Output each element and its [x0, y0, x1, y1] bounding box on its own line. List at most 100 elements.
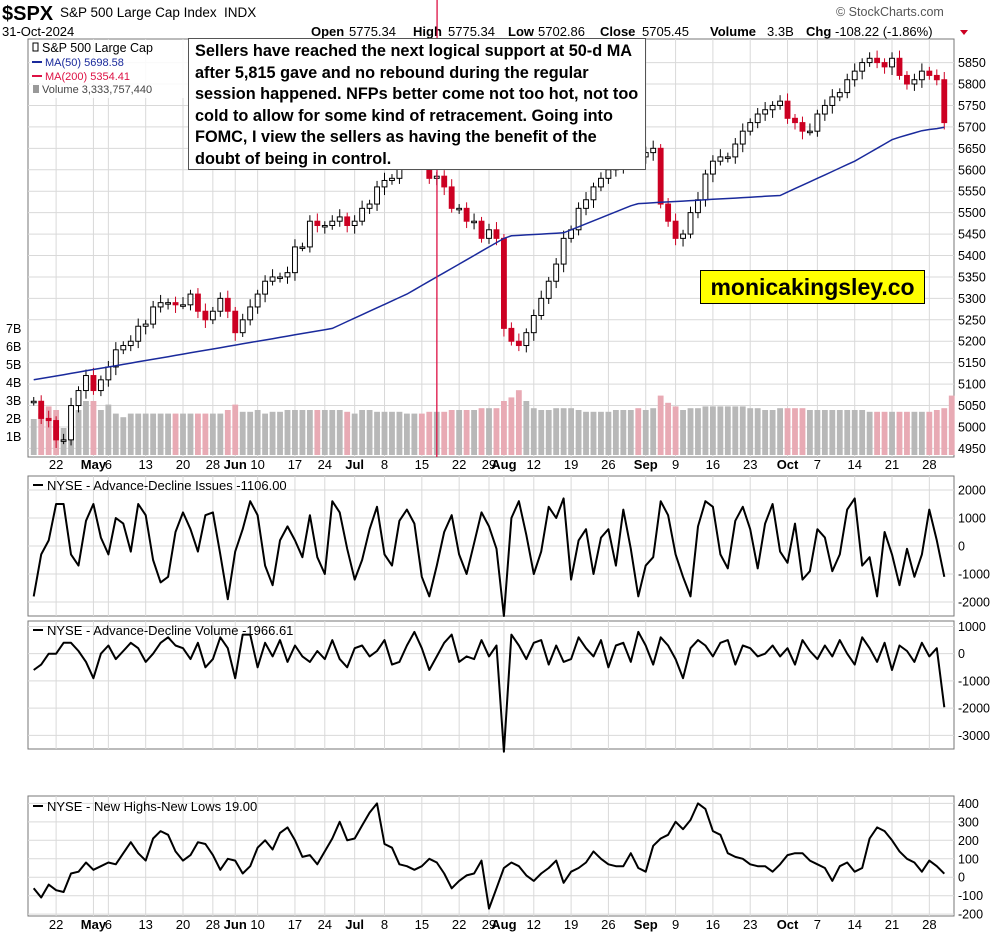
candle-body-48: [389, 177, 395, 181]
candle-112: [866, 52, 873, 67]
x-tick-label-bottom-24: 7: [814, 917, 821, 932]
candle-1: [38, 395, 45, 424]
candle-body-33: [277, 276, 283, 279]
candle-body-47: [381, 179, 388, 188]
volume-bar-51: [411, 413, 418, 455]
candle-102: [792, 114, 798, 130]
candle-66: [523, 328, 530, 353]
volume-bar-90: [702, 406, 709, 455]
indicator-line-3: [32, 802, 946, 910]
x-tick-label-top-4: 20: [176, 457, 190, 472]
volume-bar-77: [605, 411, 612, 455]
candle-body-76: [598, 177, 604, 188]
volume-bar-14: [135, 413, 142, 455]
candle-2: [45, 410, 52, 428]
volume-bar-65: [515, 390, 522, 455]
volume-bar-66: [523, 401, 530, 455]
candle-107: [829, 89, 836, 114]
candle-body-4: [60, 439, 67, 442]
volume-legend-icon: [33, 85, 39, 93]
candle-30: [254, 289, 261, 314]
candle-body-8: [90, 375, 97, 392]
volume-bar-18: [165, 413, 171, 455]
candle-83: [650, 140, 657, 161]
candle-body-27: [232, 310, 239, 334]
candle-body-87: [680, 233, 686, 239]
y-tick-label-2-4: 1000: [958, 620, 986, 634]
candle-92: [717, 149, 724, 166]
y-tick-label-0-13: 5600: [958, 163, 986, 177]
candle-body-32: [269, 276, 276, 282]
candle-body-43: [351, 220, 358, 226]
high-value: 5775.34: [448, 24, 495, 39]
volume-bar-47: [381, 411, 388, 455]
candle-95: [739, 123, 746, 153]
candle-body-10: [105, 366, 112, 381]
candle-31: [262, 275, 269, 303]
volume-bar-53: [426, 411, 433, 455]
volume-bar-118: [911, 411, 918, 455]
volume-bar-97: [754, 408, 761, 455]
volume-bar-37: [306, 410, 313, 455]
x-tick-label-bottom-1: May: [81, 917, 107, 932]
x-tick-label-bottom-16: 12: [527, 917, 541, 932]
candle-89: [695, 192, 701, 219]
volume-bar-67: [530, 408, 537, 455]
chg-value: -108.22 (-1.86%): [835, 24, 933, 39]
candle-34: [284, 266, 291, 284]
symbol-title: $SPX: [2, 3, 54, 25]
index-name: S&P 500 Large Cap Index: [60, 5, 217, 20]
candle-98: [762, 102, 769, 121]
candle-body-34: [284, 272, 291, 278]
candle-16: [150, 300, 157, 329]
x-tick-label-bottom-22: 23: [743, 917, 757, 932]
candle-121: [933, 69, 940, 86]
volume-bar-34: [284, 410, 291, 455]
candle-93: [724, 152, 731, 163]
candle-body-60: [478, 220, 485, 239]
volume-bar-0: [30, 419, 37, 455]
candle-35: [292, 239, 298, 281]
volume-bar-119: [918, 411, 925, 455]
y-tick-label-0-17: 5800: [958, 78, 986, 92]
candle-body-117: [904, 74, 910, 85]
chart-header: $SPX S&P 500 Large Cap Index INDX 31-Oct…: [2, 3, 968, 39]
x-tick-label-top-26: 21: [885, 457, 899, 472]
candle-body-63: [501, 237, 507, 329]
volume-bar-1: [38, 413, 45, 455]
candle-60: [478, 216, 485, 243]
candle-body-26: [224, 297, 231, 312]
volume-bar-62: [493, 408, 500, 455]
candle-body-77: [605, 169, 612, 179]
volume-tick-label-0: 1B: [6, 430, 21, 444]
candle-101: [784, 93, 791, 124]
candle-62: [493, 222, 500, 246]
candle-body-23: [202, 310, 209, 321]
candle-55: [441, 170, 448, 196]
volume-bar-99: [769, 410, 776, 455]
y-tick-label-0-7: 5300: [958, 292, 986, 306]
volume-bar-70: [553, 408, 560, 455]
candle-body-64: [508, 327, 515, 342]
x-tick-label-bottom-8: 17: [288, 917, 302, 932]
volume-bar-32: [269, 411, 276, 455]
y-tick-label-2-2: -1000: [958, 674, 990, 688]
candle-86: [672, 213, 679, 246]
volume-bar-95: [739, 406, 746, 455]
x-tick-label-top-19: Sep: [634, 457, 658, 472]
candle-13: [127, 335, 134, 352]
volume-bar-109: [844, 410, 851, 455]
candle-body-109: [844, 79, 851, 94]
indicator-lines: [32, 0, 946, 910]
volume-bar-26: [224, 410, 231, 455]
volume-bar-63: [501, 401, 507, 455]
candle-body-39: [321, 224, 328, 228]
volume-bar-40: [329, 410, 336, 455]
candle-body-97: [754, 113, 761, 124]
volume-bar-108: [836, 410, 843, 455]
volume-bar-20: [180, 413, 186, 455]
volume-bar-112: [866, 411, 873, 455]
candle-44: [359, 200, 366, 226]
candle-24: [209, 306, 216, 325]
